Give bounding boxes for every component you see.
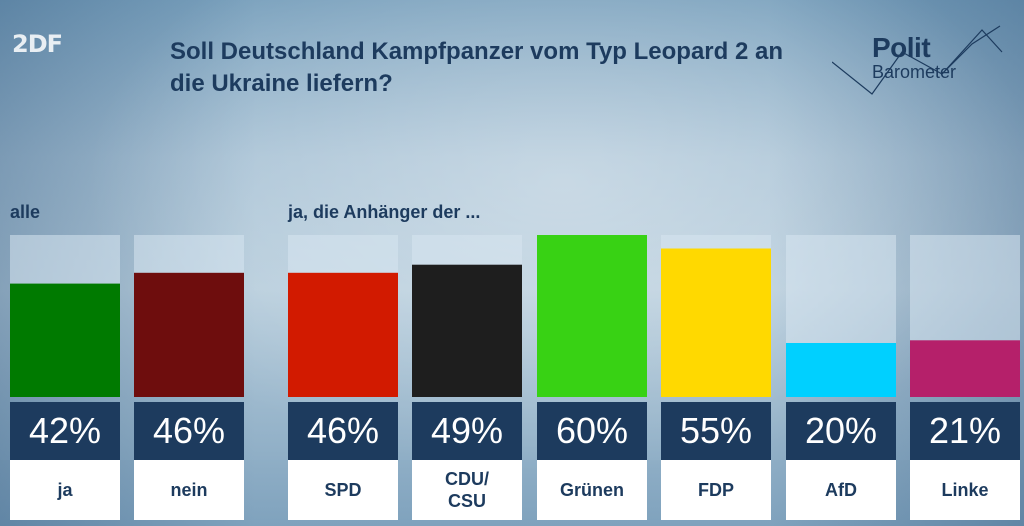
value-label: 42% bbox=[10, 402, 120, 460]
group-label-parties: ja, die Anhänger der ... bbox=[288, 202, 481, 222]
category-label: Linke bbox=[910, 460, 1020, 520]
bar-5 bbox=[661, 248, 771, 397]
bar-4 bbox=[537, 235, 647, 397]
value-label: 60% bbox=[537, 402, 647, 460]
value-label: 49% bbox=[412, 402, 522, 460]
chart-title: Soll Deutschland Kampfpanzer vom Typ Leo… bbox=[170, 38, 783, 97]
politbarometer-line-icon bbox=[832, 25, 1003, 95]
category-label: Grünen bbox=[537, 460, 647, 520]
bar-7 bbox=[910, 340, 1020, 397]
value-label: 46% bbox=[288, 402, 398, 460]
value-label: 20% bbox=[786, 402, 896, 460]
bar-3 bbox=[412, 264, 522, 397]
bar-2 bbox=[288, 272, 398, 397]
bar-1 bbox=[134, 272, 244, 397]
category-label: CDU/ CSU bbox=[412, 460, 522, 520]
politbarometer-logo: Polit Barometer bbox=[832, 22, 1012, 102]
group-label-all: alle bbox=[10, 202, 41, 222]
category-label: AfD bbox=[786, 460, 896, 520]
value-label: 46% bbox=[134, 402, 244, 460]
brand-line1: Polit bbox=[872, 32, 931, 63]
value-label: 55% bbox=[661, 402, 771, 460]
bar-6 bbox=[786, 343, 896, 397]
value-label: 21% bbox=[910, 402, 1020, 460]
category-label: ja bbox=[10, 460, 120, 520]
bar-0 bbox=[10, 283, 120, 397]
category-label: FDP bbox=[661, 460, 771, 520]
category-label: SPD bbox=[288, 460, 398, 520]
category-label: nein bbox=[134, 460, 244, 520]
brand-line2: Barometer bbox=[872, 62, 957, 82]
zdf-logo: 2DF bbox=[12, 30, 63, 58]
